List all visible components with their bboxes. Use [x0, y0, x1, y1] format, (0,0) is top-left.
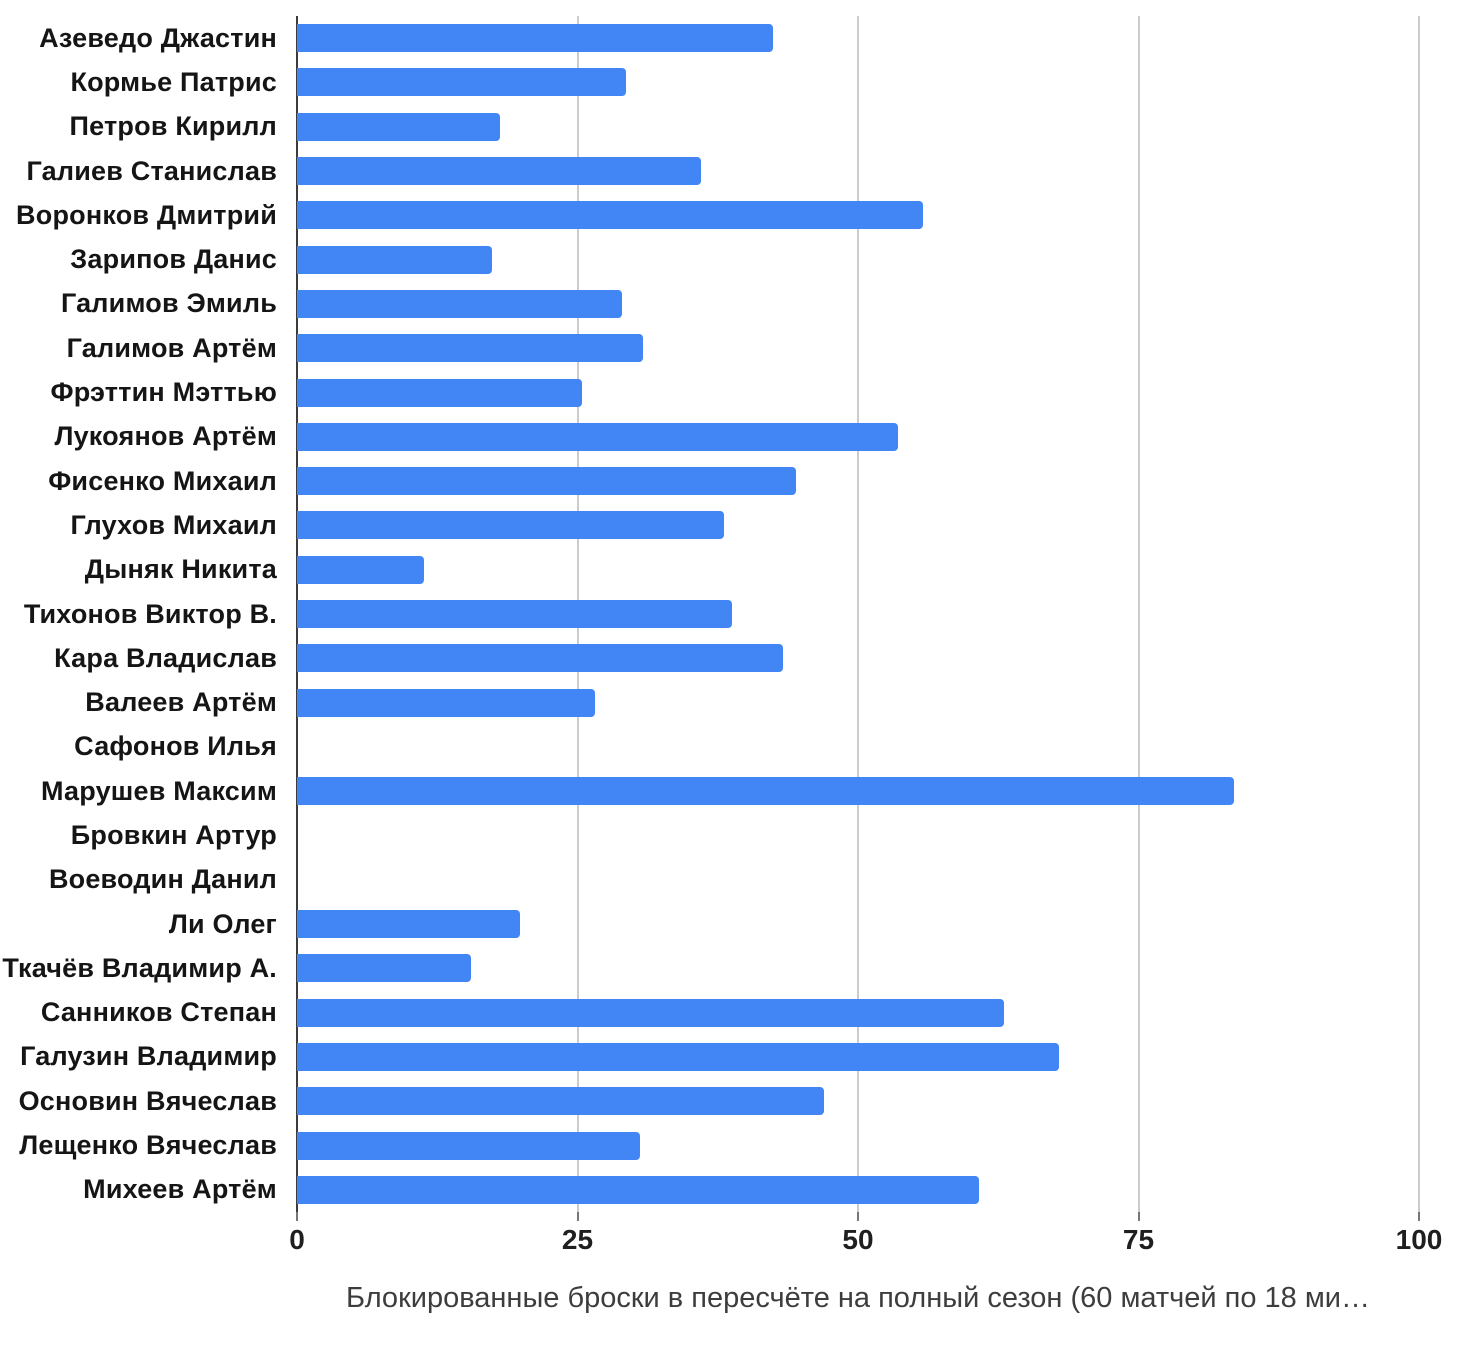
category-label: Галиев Станислав — [26, 155, 277, 186]
x-axis-tick-label: 75 — [1122, 1224, 1155, 1255]
bar-row — [297, 548, 1419, 592]
category-label: Глухов Михаил — [70, 509, 277, 540]
x-axis-tick-marks — [296, 1212, 1420, 1221]
bar-row — [297, 105, 1419, 149]
bar-row — [297, 282, 1419, 326]
bar[interactable] — [297, 511, 725, 540]
bar-row — [297, 902, 1419, 946]
bar[interactable] — [297, 378, 582, 407]
bar[interactable] — [297, 910, 521, 939]
bar[interactable] — [297, 112, 501, 141]
bar-row — [297, 1168, 1419, 1212]
bar[interactable] — [297, 777, 1234, 806]
category-label: Михеев Артём — [83, 1174, 277, 1205]
bar[interactable] — [297, 688, 596, 717]
bar-row — [297, 991, 1419, 1035]
category-label: Фисенко Михаил — [48, 465, 277, 496]
bar-row — [297, 503, 1419, 547]
gridline — [1418, 16, 1420, 1212]
bar[interactable] — [297, 68, 626, 97]
gridline — [1137, 16, 1140, 1212]
category-label: Фрэттин Мэттью — [50, 377, 277, 408]
category-label: Дыняк Никита — [84, 554, 277, 585]
category-label: Сафонов Илья — [74, 731, 277, 762]
x-axis-tick-label: 50 — [842, 1224, 874, 1255]
x-axis-tick-mark — [576, 1212, 579, 1221]
bar-row — [297, 1079, 1419, 1123]
bar-row — [297, 326, 1419, 370]
bar[interactable] — [297, 24, 773, 53]
category-label: Зарипов Данис — [70, 244, 277, 275]
bar-row — [297, 193, 1419, 237]
bar-row — [297, 60, 1419, 104]
bar-row — [297, 636, 1419, 680]
bar[interactable] — [297, 1175, 980, 1204]
bar-row — [297, 459, 1419, 503]
bar-row — [297, 1123, 1419, 1167]
bar-row — [297, 946, 1419, 990]
bar[interactable] — [297, 1087, 825, 1116]
bar-row — [297, 592, 1419, 636]
bar-row — [297, 813, 1419, 857]
bar[interactable] — [297, 644, 783, 673]
bar-row — [297, 1035, 1419, 1079]
category-label: Ткачёв Владимир А. — [2, 952, 277, 983]
bar-row — [297, 680, 1419, 724]
bar-row — [297, 858, 1419, 902]
category-label: Тихонов Виктор В. — [23, 598, 277, 629]
x-axis-tick-label: 0 — [289, 1224, 305, 1255]
bar[interactable] — [297, 467, 797, 496]
x-axis-tick-mark — [1137, 1212, 1140, 1221]
category-label: Бровкин Артур — [70, 819, 277, 850]
category-label: Галимов Артём — [66, 332, 277, 363]
bar[interactable] — [297, 1042, 1059, 1071]
category-label: Основин Вячеслав — [18, 1085, 277, 1116]
category-label: Ли Олег — [168, 908, 277, 939]
category-label: Галимов Эмиль — [60, 288, 277, 319]
category-label: Воронков Дмитрий — [16, 199, 277, 230]
category-label: Марушев Максим — [41, 775, 277, 806]
x-axis-tick-mark — [1418, 1212, 1420, 1221]
bar[interactable] — [297, 600, 733, 628]
category-label: Галузин Владимир — [20, 1041, 277, 1072]
bar-row — [297, 16, 1419, 60]
category-label: Лукоянов Артём — [54, 421, 277, 452]
bar[interactable] — [297, 289, 623, 318]
x-axis-tick-labels: 0 25 50 75 100 — [289, 1224, 1442, 1258]
category-label: Валеев Артём — [85, 687, 277, 718]
bar[interactable] — [297, 954, 471, 983]
x-axis-tick-label: 100 — [1395, 1224, 1443, 1255]
y-axis-labels: Азеведо Джастин Кормье Патрис Петров Кирил… — [0, 16, 287, 1212]
gridline — [857, 16, 859, 1212]
category-label: Лещенко Вячеслав — [19, 1130, 277, 1161]
category-label: Санников Степан — [40, 997, 277, 1028]
bar-row — [297, 415, 1419, 459]
bar-row — [297, 149, 1419, 193]
bar[interactable] — [297, 998, 1004, 1027]
bar-row — [297, 237, 1419, 281]
bar[interactable] — [297, 422, 899, 451]
bar-row — [297, 725, 1419, 769]
category-label: Азеведо Джастин — [39, 22, 277, 53]
bar[interactable] — [297, 201, 924, 230]
bar[interactable] — [297, 1131, 641, 1160]
plot-area — [296, 16, 1420, 1212]
bar[interactable] — [297, 334, 643, 363]
bar[interactable] — [297, 157, 701, 186]
bar-rows — [297, 16, 1419, 1212]
category-label: Воеводин Данил — [48, 864, 277, 895]
bar-row — [297, 769, 1419, 813]
bar-row — [297, 370, 1419, 414]
x-axis-tick-mark — [857, 1212, 859, 1221]
category-label: Петров Кирилл — [69, 111, 277, 142]
x-axis-tick-label: 25 — [561, 1224, 594, 1255]
x-axis-tick-mark — [296, 1212, 298, 1221]
bar[interactable] — [297, 245, 493, 274]
category-label: Кара Владислав — [54, 642, 277, 673]
category-label: Кормье Патрис — [70, 66, 277, 97]
x-axis-title: Блокированные броски в пересчёте на полн… — [345, 1282, 1371, 1314]
bar[interactable] — [297, 555, 424, 584]
